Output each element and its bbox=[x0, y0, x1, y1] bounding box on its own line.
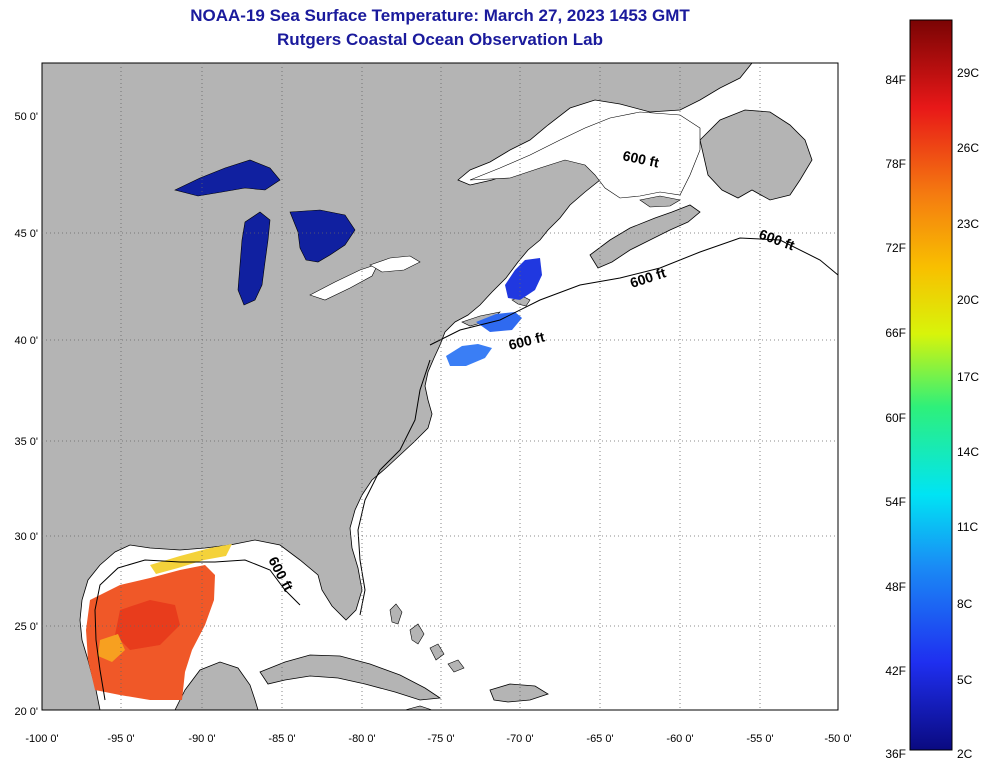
colorbar-c-label: 14C bbox=[957, 445, 979, 459]
colorbar-c-label: 8C bbox=[957, 597, 973, 611]
lon-label: -50 0' bbox=[824, 733, 851, 745]
lat-label: 25 0' bbox=[14, 621, 38, 633]
jamaica-land bbox=[403, 705, 433, 710]
colorbar-f-label: 72F bbox=[885, 241, 906, 255]
lon-label: -85 0' bbox=[268, 733, 295, 745]
colorbar-c-label: 2C bbox=[957, 747, 973, 761]
longitude-labels: -100 0' -95 0' -90 0' -85 0' -80 0' -75 0' -70… bbox=[25, 733, 851, 745]
sst-new-england-shelf bbox=[476, 312, 522, 332]
contour-600ft-southeast bbox=[357, 359, 431, 616]
lon-label: -100 0' bbox=[25, 733, 58, 745]
colorbar-c-label: 23C bbox=[957, 217, 979, 231]
colorbar-c-label: 5C bbox=[957, 673, 973, 687]
hispaniola-land bbox=[489, 683, 549, 703]
sst-gulf-cool-patch bbox=[98, 634, 125, 662]
lat-label: 35 0' bbox=[14, 436, 38, 448]
colorbar-c-label: 29C bbox=[957, 66, 979, 80]
cuba-land bbox=[259, 654, 442, 701]
sst-gulf-of-maine bbox=[505, 258, 542, 300]
nova-scotia-land bbox=[589, 204, 701, 269]
contour-600ft-north bbox=[429, 237, 838, 346]
gulf-st-lawrence bbox=[469, 111, 701, 199]
colorbar-f-label: 54F bbox=[885, 495, 906, 509]
lat-label: 30 0' bbox=[14, 531, 38, 543]
colorbar-celsius-labels: 29C 26C 23C 20C 17C 14C 11C 8C 5C 2C bbox=[957, 66, 979, 761]
colorbar-f-label: 84F bbox=[885, 73, 906, 87]
colorbar bbox=[909, 19, 953, 751]
lat-label: 20 0' bbox=[14, 706, 38, 718]
contour-label-gulf-st-lawrence: 600 ft bbox=[621, 147, 660, 170]
newfoundland-land bbox=[699, 109, 813, 201]
lake-huron bbox=[289, 209, 356, 263]
pei-land bbox=[639, 195, 681, 208]
sst-gulf-warm-core bbox=[115, 600, 180, 650]
lake-erie bbox=[309, 263, 379, 301]
colorbar-c-label: 20C bbox=[957, 293, 979, 307]
colorbar-f-label: 66F bbox=[885, 326, 906, 340]
map-subtitle: Rutgers Coastal Ocean Observation Lab bbox=[277, 30, 603, 49]
lon-label: -90 0' bbox=[188, 733, 215, 745]
lon-label: -70 0' bbox=[506, 733, 533, 745]
lon-label: -65 0' bbox=[586, 733, 613, 745]
lake-ontario bbox=[369, 255, 421, 273]
gridlines bbox=[42, 63, 838, 710]
latitude-labels: 50 0' 45 0' 40 0' 35 0' 30 0' 25 0' 20 0' bbox=[14, 111, 38, 718]
lat-label: 45 0' bbox=[14, 228, 38, 240]
colorbar-f-label: 42F bbox=[885, 664, 906, 678]
map-frame bbox=[41, 62, 839, 711]
colorbar-c-label: 17C bbox=[957, 370, 979, 384]
lon-label: -60 0' bbox=[666, 733, 693, 745]
colorbar-c-label: 11C bbox=[957, 520, 978, 534]
colorbar-f-label: 78F bbox=[885, 157, 906, 171]
lat-label: 40 0' bbox=[14, 335, 38, 347]
lon-label: -95 0' bbox=[107, 733, 134, 745]
contour-600ft-gulf bbox=[94, 559, 301, 701]
lon-label: -55 0' bbox=[746, 733, 773, 745]
bahamas-land bbox=[389, 603, 465, 673]
lake-michigan bbox=[237, 211, 271, 306]
colorbar-f-label: 36F bbox=[885, 747, 906, 761]
yucatan-land bbox=[174, 661, 259, 710]
colorbar-c-label: 26C bbox=[957, 141, 979, 155]
north-america-land bbox=[42, 63, 753, 710]
sst-mid-atlantic bbox=[446, 344, 492, 366]
sst-gulf-coast-band bbox=[150, 544, 232, 574]
lon-label: -80 0' bbox=[348, 733, 375, 745]
colorbar-fahrenheit-labels: 84F 78F 72F 66F 60F 54F 48F 42F 36F bbox=[885, 73, 906, 761]
colorbar-f-label: 48F bbox=[885, 580, 906, 594]
lon-label: -75 0' bbox=[427, 733, 454, 745]
map-title: NOAA-19 Sea Surface Temperature: March 2… bbox=[190, 6, 690, 25]
colorbar-f-label: 60F bbox=[885, 411, 906, 425]
lat-label: 50 0' bbox=[14, 111, 38, 123]
lake-superior bbox=[174, 159, 281, 197]
